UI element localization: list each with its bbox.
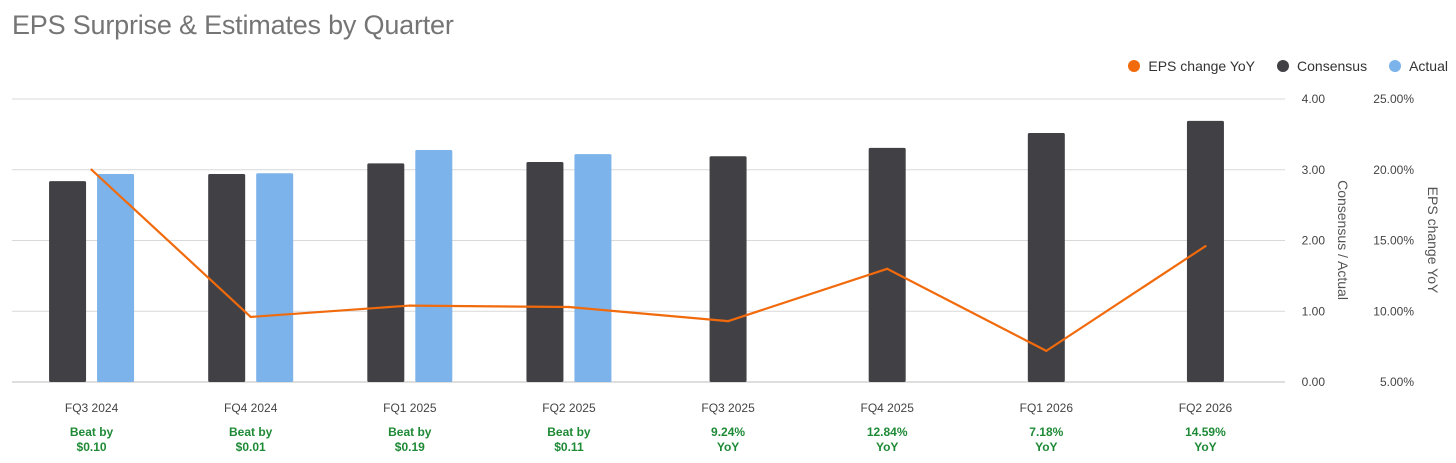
line-layer — [90, 168, 1207, 353]
legend-label-consensus: Consensus — [1297, 58, 1368, 74]
category-tick-label: FQ1 2025 — [383, 401, 437, 415]
legend-label-eps-change: EPS change YoY — [1148, 58, 1256, 74]
right-axis-tick-label: 10.00% — [1373, 304, 1414, 318]
consensus-bar — [1186, 120, 1224, 383]
annotation-line-1: 7.18% — [1029, 425, 1063, 439]
eps-change-point — [90, 168, 93, 171]
left-axis-tick-label: 0.00 — [1302, 375, 1326, 389]
eps-change-point — [885, 267, 889, 270]
left-axis-title: Consensus / Actual — [1335, 180, 1351, 300]
consensus-swatch-icon — [1277, 60, 1290, 72]
annotation-line-1: 9.24% — [711, 425, 745, 439]
right-axis-tick-label: 25.00% — [1373, 92, 1414, 106]
annotation-line-2: YoY — [1035, 440, 1057, 454]
category-tick-label: FQ2 2025 — [542, 401, 596, 415]
category-tick-label: FQ2 2026 — [1179, 401, 1233, 415]
left-axis-tick-label: 1.00 — [1302, 304, 1326, 318]
eps-change-point — [1045, 349, 1048, 353]
eps-change-point — [408, 304, 412, 307]
eps-change-point — [726, 319, 730, 323]
consensus-bar — [1027, 132, 1065, 382]
annotation-line-2: YoY — [1194, 440, 1216, 454]
annotation-line-2: YoY — [717, 440, 739, 454]
actual-swatch-icon — [1389, 60, 1402, 72]
legend-label-actual: Actual — [1409, 58, 1448, 74]
text-layer: 0.00 1.00 2.00 3.00 4.00 5.00% 10.00% 15.00% 20.… — [65, 92, 1441, 454]
consensus-bar — [868, 147, 906, 382]
annotation-line-1: Beat by — [388, 425, 432, 439]
eps-change-point — [567, 305, 571, 309]
annotation-line-1: Beat by — [70, 425, 114, 439]
annotation-line-1: Beat by — [229, 425, 273, 439]
category-tick-label: FQ3 2024 — [65, 401, 119, 415]
annotation-line-2: $0.19 — [395, 440, 425, 454]
annotation-line-2: $0.01 — [236, 440, 266, 454]
consensus-bar — [709, 156, 747, 382]
category-tick-label: FQ4 2024 — [224, 401, 278, 415]
legend-item-actual[interactable]: Actual — [1389, 58, 1448, 74]
actual-bar — [574, 154, 612, 382]
annotation-line-1: 14.59% — [1185, 425, 1226, 439]
category-tick-label: FQ4 2025 — [861, 401, 915, 415]
consensus-bar — [526, 161, 564, 382]
legend-item-eps-change[interactable]: EPS change YoY — [1128, 58, 1255, 74]
right-axis-tick-label: 5.00% — [1380, 375, 1414, 389]
right-axis-title: EPS change YoY — [1425, 187, 1441, 294]
category-tick-label: FQ1 2026 — [1020, 401, 1074, 415]
annotation-line-1: Beat by — [547, 425, 591, 439]
chart-title: EPS Surprise & Estimates by Quarter — [12, 10, 454, 40]
consensus-bar — [49, 181, 87, 382]
legend-item-consensus[interactable]: Consensus — [1277, 58, 1367, 74]
right-axis-tick-label: 20.00% — [1373, 163, 1414, 177]
right-axis-tick-label: 15.00% — [1373, 234, 1414, 248]
annotation-line-2: YoY — [876, 440, 898, 454]
grid-layer — [12, 98, 1285, 383]
eps-change-point — [1204, 244, 1207, 248]
actual-bar — [415, 149, 453, 382]
left-axis-tick-label: 2.00 — [1302, 234, 1326, 248]
category-tick-label: FQ3 2025 — [701, 401, 755, 415]
actual-bar — [256, 173, 294, 382]
left-axis-tick-label: 4.00 — [1302, 92, 1326, 106]
actual-bar — [97, 173, 135, 382]
consensus-bar — [208, 173, 246, 382]
eps-change-point — [249, 315, 252, 319]
annotation-line-2: $0.10 — [77, 440, 107, 454]
left-axis-tick-label: 3.00 — [1302, 163, 1326, 177]
annotation-line-2: $0.11 — [554, 440, 584, 454]
annotation-line-1: 12.84% — [867, 425, 908, 439]
legend: EPS change YoY Consensus Actual — [1128, 58, 1448, 74]
eps-change-swatch-icon — [1128, 60, 1141, 72]
eps-change-line — [90, 168, 1207, 352]
bar-layer — [49, 120, 1224, 383]
consensus-bar — [367, 163, 405, 382]
